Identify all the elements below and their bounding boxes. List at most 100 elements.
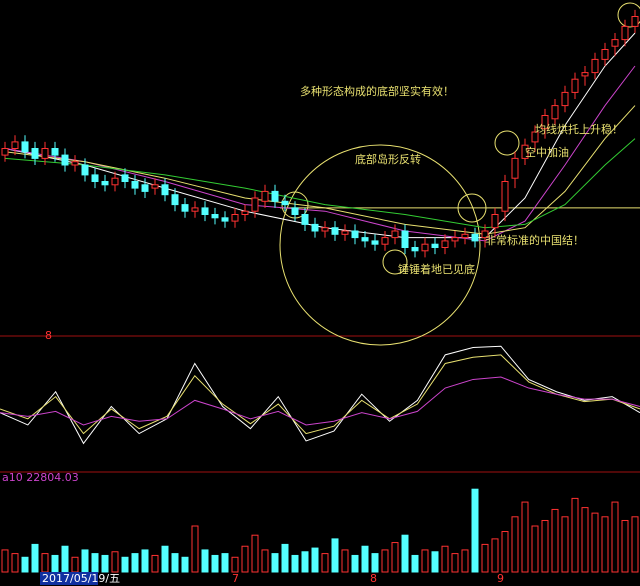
candle-body	[341, 230, 349, 235]
volume-bar	[141, 549, 149, 573]
candle-body	[601, 49, 609, 60]
volume-bar	[441, 545, 449, 573]
highlight-circle	[494, 130, 520, 156]
volume-bar	[561, 516, 569, 573]
highlight-circle	[382, 249, 408, 275]
volume-bar	[131, 553, 139, 573]
candle-body	[211, 214, 219, 219]
candle-body	[581, 72, 589, 77]
candle-body	[371, 240, 379, 245]
volume-bar	[631, 516, 639, 573]
volume-bar	[21, 556, 29, 573]
volume-bar	[321, 553, 329, 573]
volume-bar	[361, 545, 369, 573]
volume-bar	[471, 488, 479, 573]
candle-body	[461, 233, 469, 239]
moving-average	[4, 138, 636, 229]
candle-body	[491, 214, 499, 229]
panel-marker: 8	[45, 329, 52, 342]
indicator-line	[0, 345, 640, 445]
candle-body	[561, 91, 569, 107]
volume-bar	[101, 554, 109, 573]
candle-body	[91, 174, 99, 182]
volume-bar	[201, 549, 209, 573]
candle-body	[161, 184, 169, 196]
candle-body	[621, 25, 629, 41]
date-label: 2017/05/19/五	[42, 572, 120, 585]
candle-body	[41, 148, 49, 159]
candle-body	[251, 197, 259, 212]
volume-bar	[291, 554, 299, 573]
candle-body	[391, 230, 399, 239]
volume-bar	[371, 553, 379, 573]
volume-bar	[611, 501, 619, 573]
candle-body	[511, 157, 519, 179]
volume-bar	[281, 543, 289, 573]
volume-bar	[111, 551, 119, 573]
candle-body	[261, 190, 269, 202]
volume-bar	[211, 554, 219, 573]
volume-bar	[41, 553, 49, 573]
volume-bar	[381, 549, 389, 573]
volume-bar	[341, 549, 349, 573]
volume-bar	[191, 525, 199, 573]
volume-bar	[431, 551, 439, 573]
annotation: 锤锤着地已见底	[398, 262, 475, 276]
volume-bar	[231, 556, 239, 573]
candle-body	[221, 217, 229, 222]
volume-bar	[171, 553, 179, 573]
x-label: 9	[497, 572, 504, 585]
volume-bar	[481, 543, 489, 573]
candle-body	[551, 105, 559, 120]
candle-body	[141, 184, 149, 192]
volume-bar	[401, 534, 409, 573]
candle-body	[181, 204, 189, 212]
candle-body	[321, 227, 329, 232]
volume-label: a10 22804.03	[2, 471, 79, 484]
volume-bar	[541, 519, 549, 573]
volume-bar	[71, 556, 79, 573]
candle-body	[481, 230, 489, 239]
volume-bar	[491, 538, 499, 573]
volume-bar	[81, 549, 89, 573]
candle-body	[631, 16, 639, 27]
volume-bar	[331, 538, 339, 573]
volume-bar	[51, 554, 59, 573]
candle-body	[201, 207, 209, 215]
volume-bar	[601, 516, 609, 573]
volume-bar	[241, 545, 249, 573]
volume-bar	[1, 549, 9, 573]
candle-body	[11, 141, 19, 149]
candle-body	[361, 237, 369, 242]
candle-body	[541, 115, 549, 130]
annotation: 空中加油	[525, 145, 569, 159]
volume-bar	[301, 551, 309, 573]
candle-body	[231, 214, 239, 222]
volume-bar	[391, 542, 399, 573]
candle-body	[51, 148, 59, 156]
volume-bar	[311, 547, 319, 573]
candle-body	[191, 207, 199, 212]
candle-body	[71, 161, 79, 166]
volume-bar	[621, 519, 629, 573]
candle-body	[471, 233, 479, 242]
candle-body	[31, 148, 39, 159]
volume-bar	[271, 553, 279, 573]
volume-bar	[181, 556, 189, 573]
candle-body	[101, 181, 109, 186]
volume-bar	[581, 507, 589, 573]
volume-bar	[11, 553, 19, 573]
candle-body	[331, 227, 339, 235]
volume-bar	[221, 553, 229, 573]
volume-bar	[61, 545, 69, 573]
indicator-line	[0, 376, 640, 426]
volume-bar	[531, 525, 539, 573]
candle-body	[591, 58, 599, 74]
volume-bar	[151, 554, 159, 573]
indicator-line	[0, 354, 640, 435]
date-box	[40, 572, 98, 585]
volume-bar	[521, 501, 529, 573]
candle-body	[121, 174, 129, 182]
volume-bar	[501, 531, 509, 573]
